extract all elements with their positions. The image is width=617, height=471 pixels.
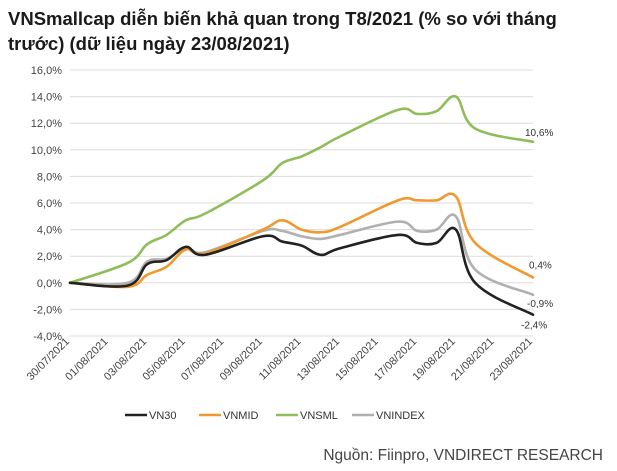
series-line-vnindex <box>68 213 535 297</box>
data-label-vnindex: -0,9% <box>527 299 553 310</box>
y-tick-label: 8,0% <box>37 171 62 183</box>
legend-label-vnmid: VNMID <box>223 410 259 422</box>
data-labels: -2,4% 0,4% 10,6% -0,9% <box>521 128 553 332</box>
data-label-vnmid: 0,4% <box>529 260 552 271</box>
legend-label-vn30: VN30 <box>149 410 177 422</box>
legend-label-vnsml: VNSML <box>300 410 338 422</box>
y-tick-label: -2,0% <box>33 304 62 316</box>
y-tick-label: 16,0% <box>31 65 62 77</box>
data-label-vn30: -2,4% <box>521 321 547 332</box>
y-tick-label: 10,0% <box>31 145 62 157</box>
chart-title: VNSmallcap diễn biến khả quan trong T8/2… <box>8 8 557 54</box>
series-lines <box>68 94 535 317</box>
y-tick-label: 0,0% <box>37 278 62 290</box>
series-line-vnmid <box>68 192 535 289</box>
data-label-vnsml: 10,6% <box>525 128 553 139</box>
y-tick-label: 6,0% <box>37 198 62 210</box>
y-tick-label: 2,0% <box>37 251 62 263</box>
legend: VN30 VNMID VNSML VNINDEX <box>125 410 426 422</box>
series-line-vnsml <box>68 94 535 285</box>
y-tick-label: 14,0% <box>31 92 62 104</box>
y-tick-label: -4,0% <box>33 331 62 343</box>
y-tick-label: 4,0% <box>37 225 62 237</box>
source-note: Nguồn: Fiinpro, VNDIRECT RESEARCH <box>323 447 603 464</box>
y-tick-label: 12,0% <box>31 118 62 130</box>
grid-lines <box>70 69 533 337</box>
series-line-vn30 <box>68 226 535 317</box>
x-axis: 30/07/202101/08/202103/08/202105/08/2021… <box>25 336 535 383</box>
y-axis: -4,0% -2,0% 0,0% 2,0% 4,0% 6,0% 8,0% 10,0% 12,0%… <box>31 65 62 343</box>
legend-label-vnindex: VNINDEX <box>376 410 426 422</box>
